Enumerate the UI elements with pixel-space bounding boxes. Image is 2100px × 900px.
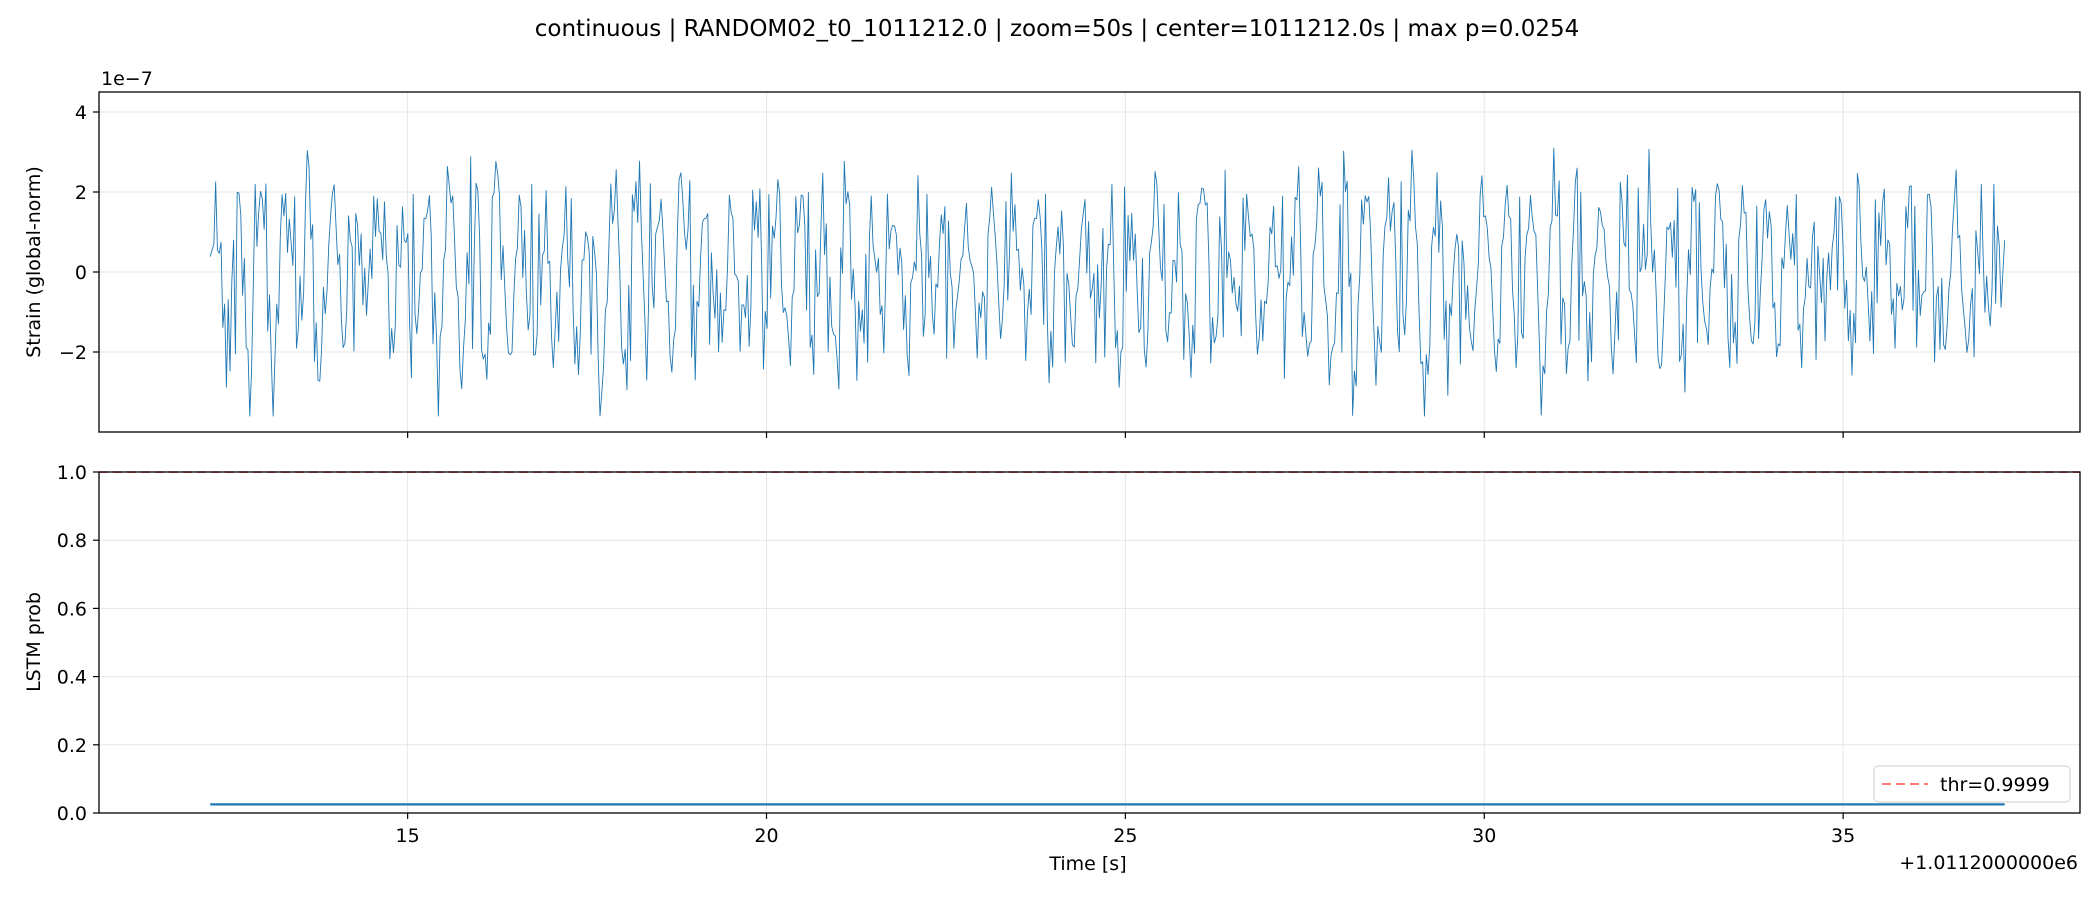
probability-panel: 15 20 25 30 35 0.0 0.2 0.4 0.6 0.8 1.0 LSTM prob T… — [23, 462, 2081, 875]
probability-xtick-label-0: 15 — [396, 825, 420, 847]
strain-ytick-label-2: 2 — [75, 182, 87, 204]
strain-ytick-label-3: 4 — [75, 102, 87, 124]
strain-panel: −2 0 2 4 1e−7 Strain (global-norm) — [23, 68, 2081, 438]
probability-xtick-label-4: 35 — [1831, 825, 1855, 847]
legend: thr=0.9999 — [1873, 765, 2071, 803]
probability-ytick-label-3: 0.6 — [57, 598, 87, 620]
legend-threshold-label: thr=0.9999 — [1940, 774, 2050, 796]
strain-axes-frame — [98, 91, 2081, 433]
probability-ticks: 15 20 25 30 35 0.0 0.2 0.4 0.6 0.8 1.0 — [57, 462, 1855, 847]
strain-y-axis-label: Strain (global-norm) — [23, 166, 45, 358]
strain-ytick-label-1: 0 — [75, 262, 87, 284]
time-offset-label: +1.0112000000e6 — [1899, 852, 2078, 874]
figure-title: continuous | RANDOM02_t0_1011212.0 | zoo… — [535, 16, 1579, 42]
probability-ytick-label-0: 0.0 — [57, 803, 87, 825]
probability-xtick-label-2: 25 — [1113, 825, 1137, 847]
probability-xtick-label-3: 30 — [1472, 825, 1496, 847]
probability-grid — [99, 471, 2080, 814]
legend-box — [1873, 765, 2071, 803]
probability-ytick-label-4: 0.8 — [57, 530, 87, 552]
strain-series-line — [209, 147, 2006, 417]
strain-ytick-label-0: −2 — [59, 342, 87, 364]
probability-y-axis-label: LSTM prob — [23, 592, 45, 692]
strain-ticks: −2 0 2 4 — [59, 102, 1844, 438]
strain-offset-label: 1e−7 — [101, 68, 153, 90]
time-x-axis-label: Time [s] — [1048, 853, 1126, 875]
strain-series — [209, 147, 2006, 417]
probability-ytick-label-1: 0.2 — [57, 735, 87, 757]
probability-ytick-label-2: 0.4 — [57, 667, 87, 689]
probability-xtick-label-1: 20 — [754, 825, 778, 847]
probability-ytick-label-5: 1.0 — [57, 462, 87, 484]
probability-axes-frame — [98, 471, 2081, 814]
